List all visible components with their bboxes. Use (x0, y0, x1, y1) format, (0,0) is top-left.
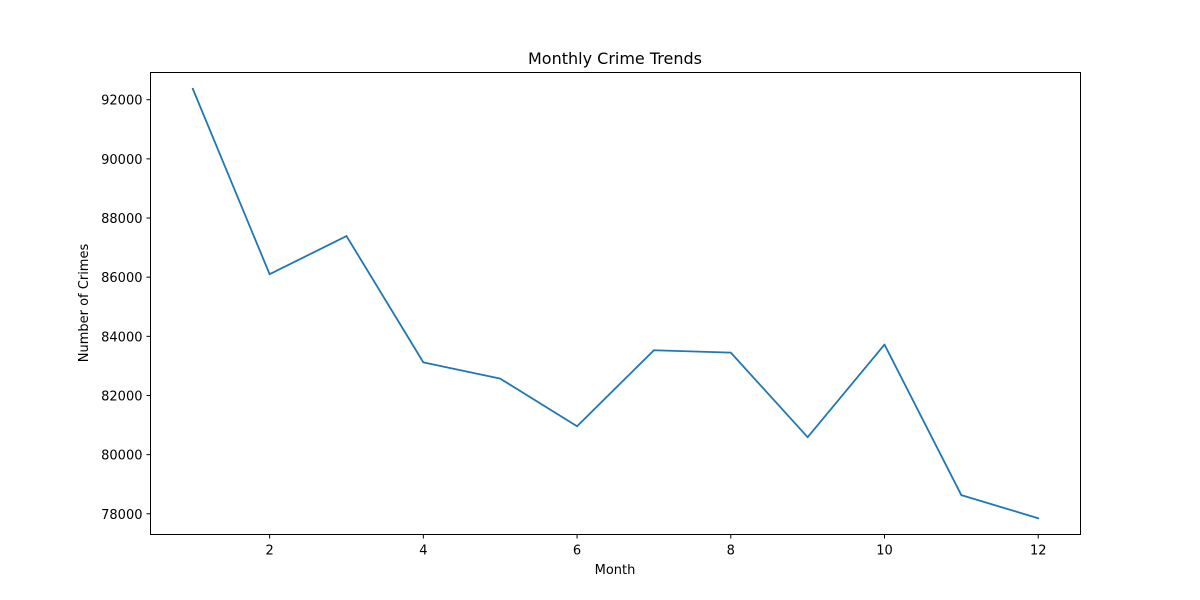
data-point (653, 349, 655, 352)
data-point (576, 425, 578, 428)
y-axis: 78000 80000 82000 84000 86000 88000 90000 92000 (101, 94, 151, 523)
y-tick-label: 82000 (101, 389, 142, 404)
x-tick-label: 6 (573, 544, 581, 559)
y-tick-label: 90000 (101, 153, 142, 168)
x-tick-label: 4 (419, 544, 427, 559)
y-tick-label: 92000 (101, 94, 142, 109)
x-tick-label: 10 (876, 544, 893, 559)
data-point (883, 343, 886, 346)
y-tick-label: 88000 (101, 212, 142, 227)
data-point (268, 273, 271, 276)
series-group (191, 87, 1040, 520)
series-line (191, 87, 1040, 520)
chart-title: Monthly Crime Trends (528, 49, 702, 68)
data-point (191, 87, 194, 90)
x-tick-label: 2 (265, 544, 273, 559)
data-point (499, 377, 502, 380)
data-point (806, 436, 809, 439)
x-axis: 2 4 6 8 10 12 (265, 534, 1047, 559)
x-axis-label: Month (595, 563, 636, 578)
data-point (1037, 517, 1040, 520)
y-tick-label: 80000 (101, 449, 142, 464)
x-tick-label: 12 (1030, 544, 1047, 559)
y-tick-label: 86000 (101, 271, 142, 286)
data-point (960, 494, 963, 497)
data-point (422, 361, 425, 364)
y-axis-label: Number of Crimes (77, 244, 92, 363)
data-point (729, 351, 732, 354)
plot-frame (150, 72, 1081, 535)
plot-area: 2 4 6 8 10 12 78000 80000 82000 84000 86000 88000 9… (101, 72, 1081, 559)
y-tick-label: 78000 (101, 508, 142, 523)
x-tick-label: 8 (727, 544, 735, 559)
y-tick-label: 84000 (101, 330, 142, 345)
data-point (345, 235, 348, 237)
